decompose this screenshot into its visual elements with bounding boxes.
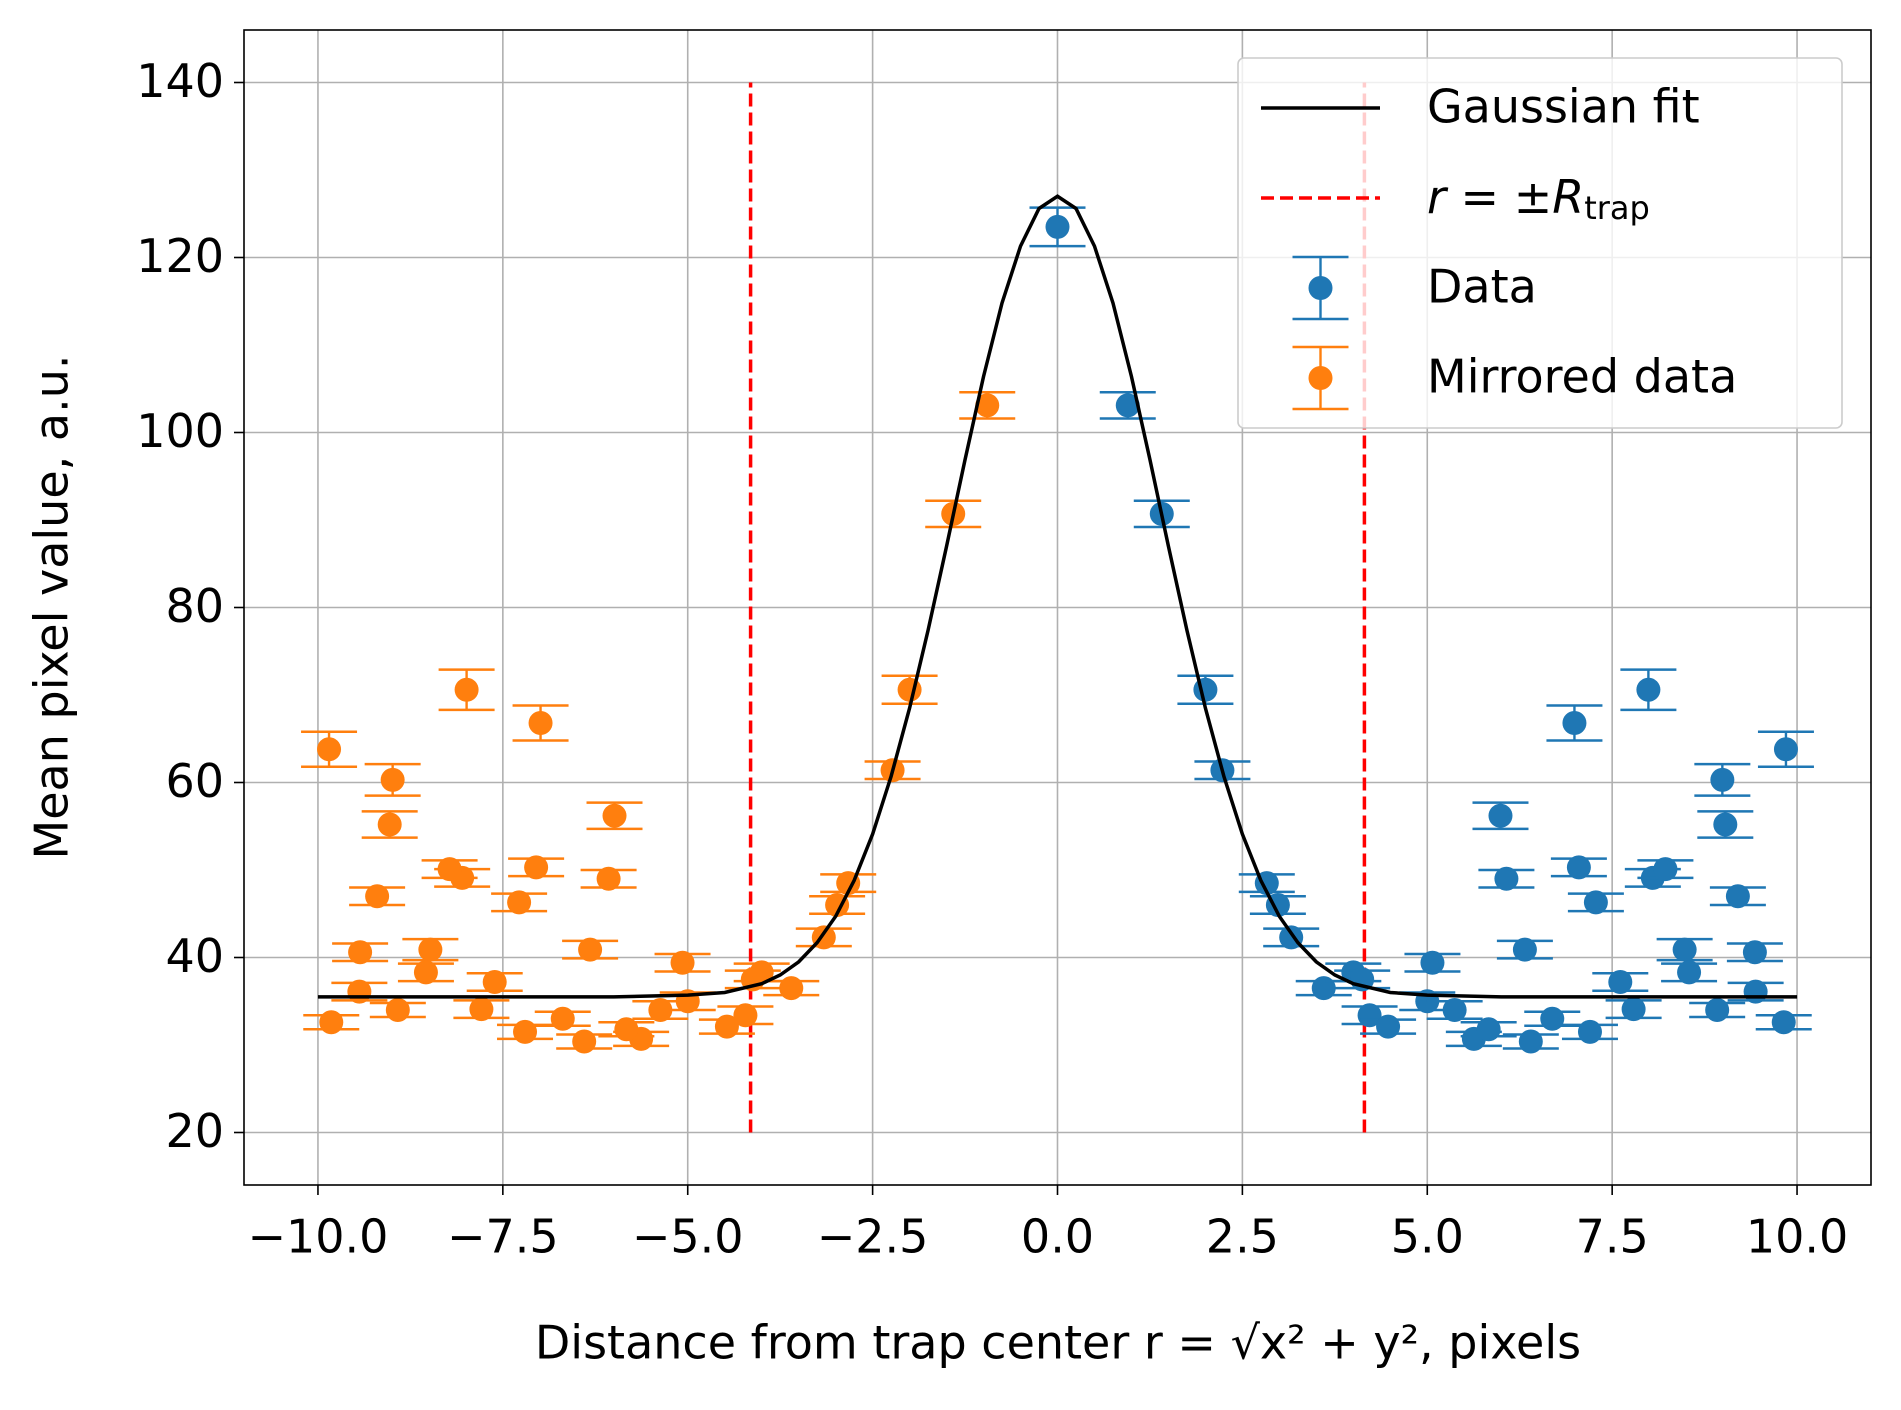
data-point [1636, 677, 1661, 702]
data-point [1725, 884, 1750, 909]
data-point [418, 937, 443, 962]
data-point [1311, 976, 1336, 1001]
data-point [1376, 1014, 1401, 1039]
data-point [1773, 737, 1798, 762]
data-point [1653, 857, 1678, 882]
data-point [528, 711, 553, 735]
data-point [1713, 812, 1738, 837]
data-point [1488, 803, 1513, 828]
x-tick-label: −7.5 [447, 1210, 559, 1264]
x-tick-label: 10.0 [1746, 1210, 1848, 1264]
x-tick-label: −5.0 [632, 1210, 744, 1264]
legend-label-sub: trap [1584, 189, 1650, 227]
y-tick-label: 80 [165, 579, 224, 633]
data-point [1672, 937, 1697, 962]
data-point [507, 890, 532, 915]
data-point [1420, 950, 1445, 975]
data-point [670, 950, 695, 975]
fit-curve [317, 194, 1798, 999]
legend-box [1237, 57, 1843, 429]
data-point [572, 1029, 597, 1054]
y-tick-label: 20 [165, 1104, 224, 1158]
data-point [365, 884, 390, 909]
data-point [317, 737, 342, 762]
data-point [1045, 214, 1070, 239]
legend-label: Data [1427, 260, 1537, 314]
data-point [347, 979, 372, 1004]
data-point [1357, 1003, 1382, 1028]
data-point [714, 1014, 739, 1039]
y-tick-label: 60 [165, 754, 224, 808]
data-point [550, 1006, 575, 1031]
data-point [1562, 711, 1587, 735]
data-point [319, 1010, 344, 1035]
data-point [1608, 970, 1633, 994]
y-tick-label: 140 [136, 54, 224, 108]
data-point [413, 960, 438, 985]
data-point [524, 855, 549, 880]
data-point [348, 940, 373, 965]
data-point [469, 997, 494, 1022]
data-point [385, 998, 410, 1022]
data-point [1193, 677, 1218, 702]
data-point [897, 677, 922, 702]
data-point [1518, 1029, 1543, 1054]
data-point [454, 677, 479, 702]
data-point [437, 857, 462, 882]
x-tick-label: −10.0 [247, 1210, 388, 1264]
data-point [380, 767, 405, 792]
legend-label: r = ±Rtrap [1427, 170, 1650, 228]
data-point [1771, 1010, 1796, 1035]
data-point [1577, 1019, 1602, 1044]
data-point [1705, 998, 1730, 1022]
data-point [1476, 1017, 1501, 1042]
legend-marker [1308, 276, 1333, 300]
data-point [602, 803, 627, 828]
data-point [1115, 393, 1140, 418]
legend-marker [1308, 366, 1333, 390]
data-point [779, 976, 804, 1001]
data-point [1583, 890, 1608, 915]
legend-label-main: r = ±R [1427, 170, 1584, 224]
x-tick-label: 0.0 [1021, 1210, 1094, 1264]
data-point [513, 1019, 538, 1044]
data-point [1742, 940, 1767, 965]
y-tick-label: 40 [165, 929, 224, 983]
x-tick-label: 7.5 [1576, 1210, 1649, 1264]
x-tick-label: 5.0 [1391, 1210, 1464, 1264]
data-point [648, 998, 673, 1022]
data-point [1442, 998, 1467, 1022]
data-point [377, 812, 402, 837]
data-point [1540, 1006, 1565, 1031]
data-point [1566, 855, 1591, 880]
plot-frame [243, 29, 1872, 1186]
x-axis-label: Distance from trap center r = √x² + y², … [535, 1316, 1581, 1370]
data-point [482, 970, 507, 994]
y-tick-label: 120 [136, 229, 224, 283]
data-point [1677, 960, 1702, 985]
data-point [1621, 997, 1646, 1022]
data-point [1494, 866, 1519, 891]
legend-label: Mirrored data [1427, 350, 1737, 404]
legend-label: Gaussian fit [1427, 80, 1700, 134]
data-point [1743, 979, 1768, 1004]
data-point [614, 1017, 639, 1042]
x-tick-label: 2.5 [1206, 1210, 1279, 1264]
data-point [596, 866, 621, 891]
y-tick-label: 100 [136, 404, 224, 458]
data-point [1512, 937, 1537, 962]
data-point [733, 1003, 758, 1028]
y-axis-label: Mean pixel value, a.u. [25, 355, 79, 860]
x-tick-label: −2.5 [817, 1210, 929, 1264]
data-point [975, 393, 1000, 418]
data-point [578, 937, 603, 962]
data-point [1710, 767, 1735, 792]
